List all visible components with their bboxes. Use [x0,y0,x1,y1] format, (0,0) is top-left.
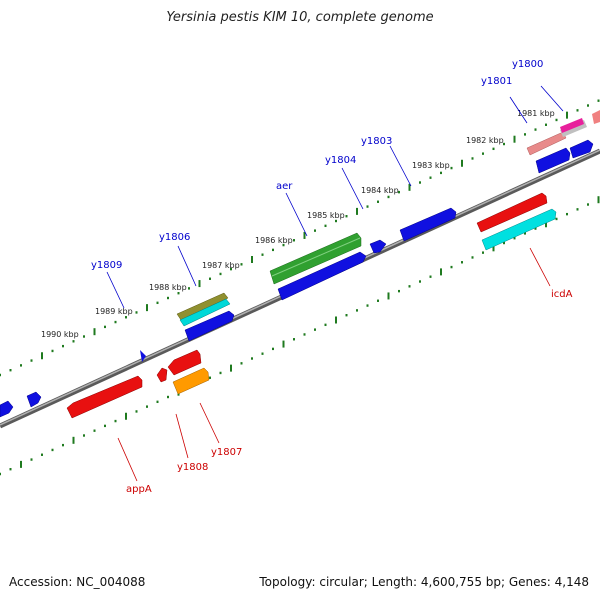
gene-arrow[interactable] [140,350,146,362]
kbp-label: 1982 kbp [466,136,504,145]
gene-label-aer[interactable]: aer [276,181,293,192]
gene-arrow[interactable] [569,139,594,159]
kbp-label: 1981 kbp [517,109,555,118]
kbp-label: 1990 kbp [41,330,79,339]
gene-label-y1803[interactable]: y1803 [361,136,392,147]
gene-label-y1801[interactable]: y1801 [481,76,512,87]
gene-arrow[interactable] [476,192,548,233]
gene-arrow[interactable] [481,208,557,251]
gene-arrow[interactable] [399,207,457,242]
gene-arrow[interactable] [592,110,600,124]
gene-label-appA[interactable]: appA [126,484,152,495]
gene-label-y1804[interactable]: y1804 [325,155,356,166]
gene-arrow[interactable] [277,251,367,301]
gene-label-icdA[interactable]: icdA [551,289,573,300]
gene-label-y1808[interactable]: y1808 [177,462,208,473]
gene-arrow[interactable] [526,131,567,156]
kbp-label: 1984 kbp [361,186,399,195]
gene-label-y1809[interactable]: y1809 [91,260,122,271]
kbp-label: 1989 kbp [95,307,133,316]
gene-arrow[interactable] [66,375,143,419]
reverse-genes [66,349,210,419]
gene-arrow[interactable] [269,232,362,285]
gene-arrow[interactable] [179,298,231,327]
gene-arrow[interactable] [369,239,387,254]
map-title: Yersinia pestis KIM 10, complete genome [166,10,434,25]
gene-arrow[interactable] [26,391,42,408]
forward-genes [0,110,600,418]
gene-arrow[interactable] [0,400,14,418]
kbp-label: 1983 kbp [412,161,450,170]
gene-arrow[interactable] [167,349,202,376]
kbp-label: 1986 kbp [255,236,293,245]
gene-arrow[interactable] [560,118,584,133]
gene-arrow[interactable] [176,292,229,321]
kbp-label: 1985 kbp [307,211,345,220]
gene-arrow[interactable] [172,367,210,395]
gene-arrow[interactable] [535,147,571,174]
accession-text: Accession: NC_004088 [9,575,146,589]
gene-label-y1800[interactable]: y1800 [512,59,543,70]
gene-label-y1807[interactable]: y1807 [211,447,242,458]
gene-label-y1806[interactable]: y1806 [159,232,190,243]
kbp-label: 1988 kbp [149,283,187,292]
gene-arrow[interactable] [156,367,168,383]
kbp-label: 1987 kbp [202,261,240,270]
gene-arrow[interactable] [184,310,235,342]
genome-stats-text: Topology: circular; Length: 4,600,755 bp… [259,575,589,589]
